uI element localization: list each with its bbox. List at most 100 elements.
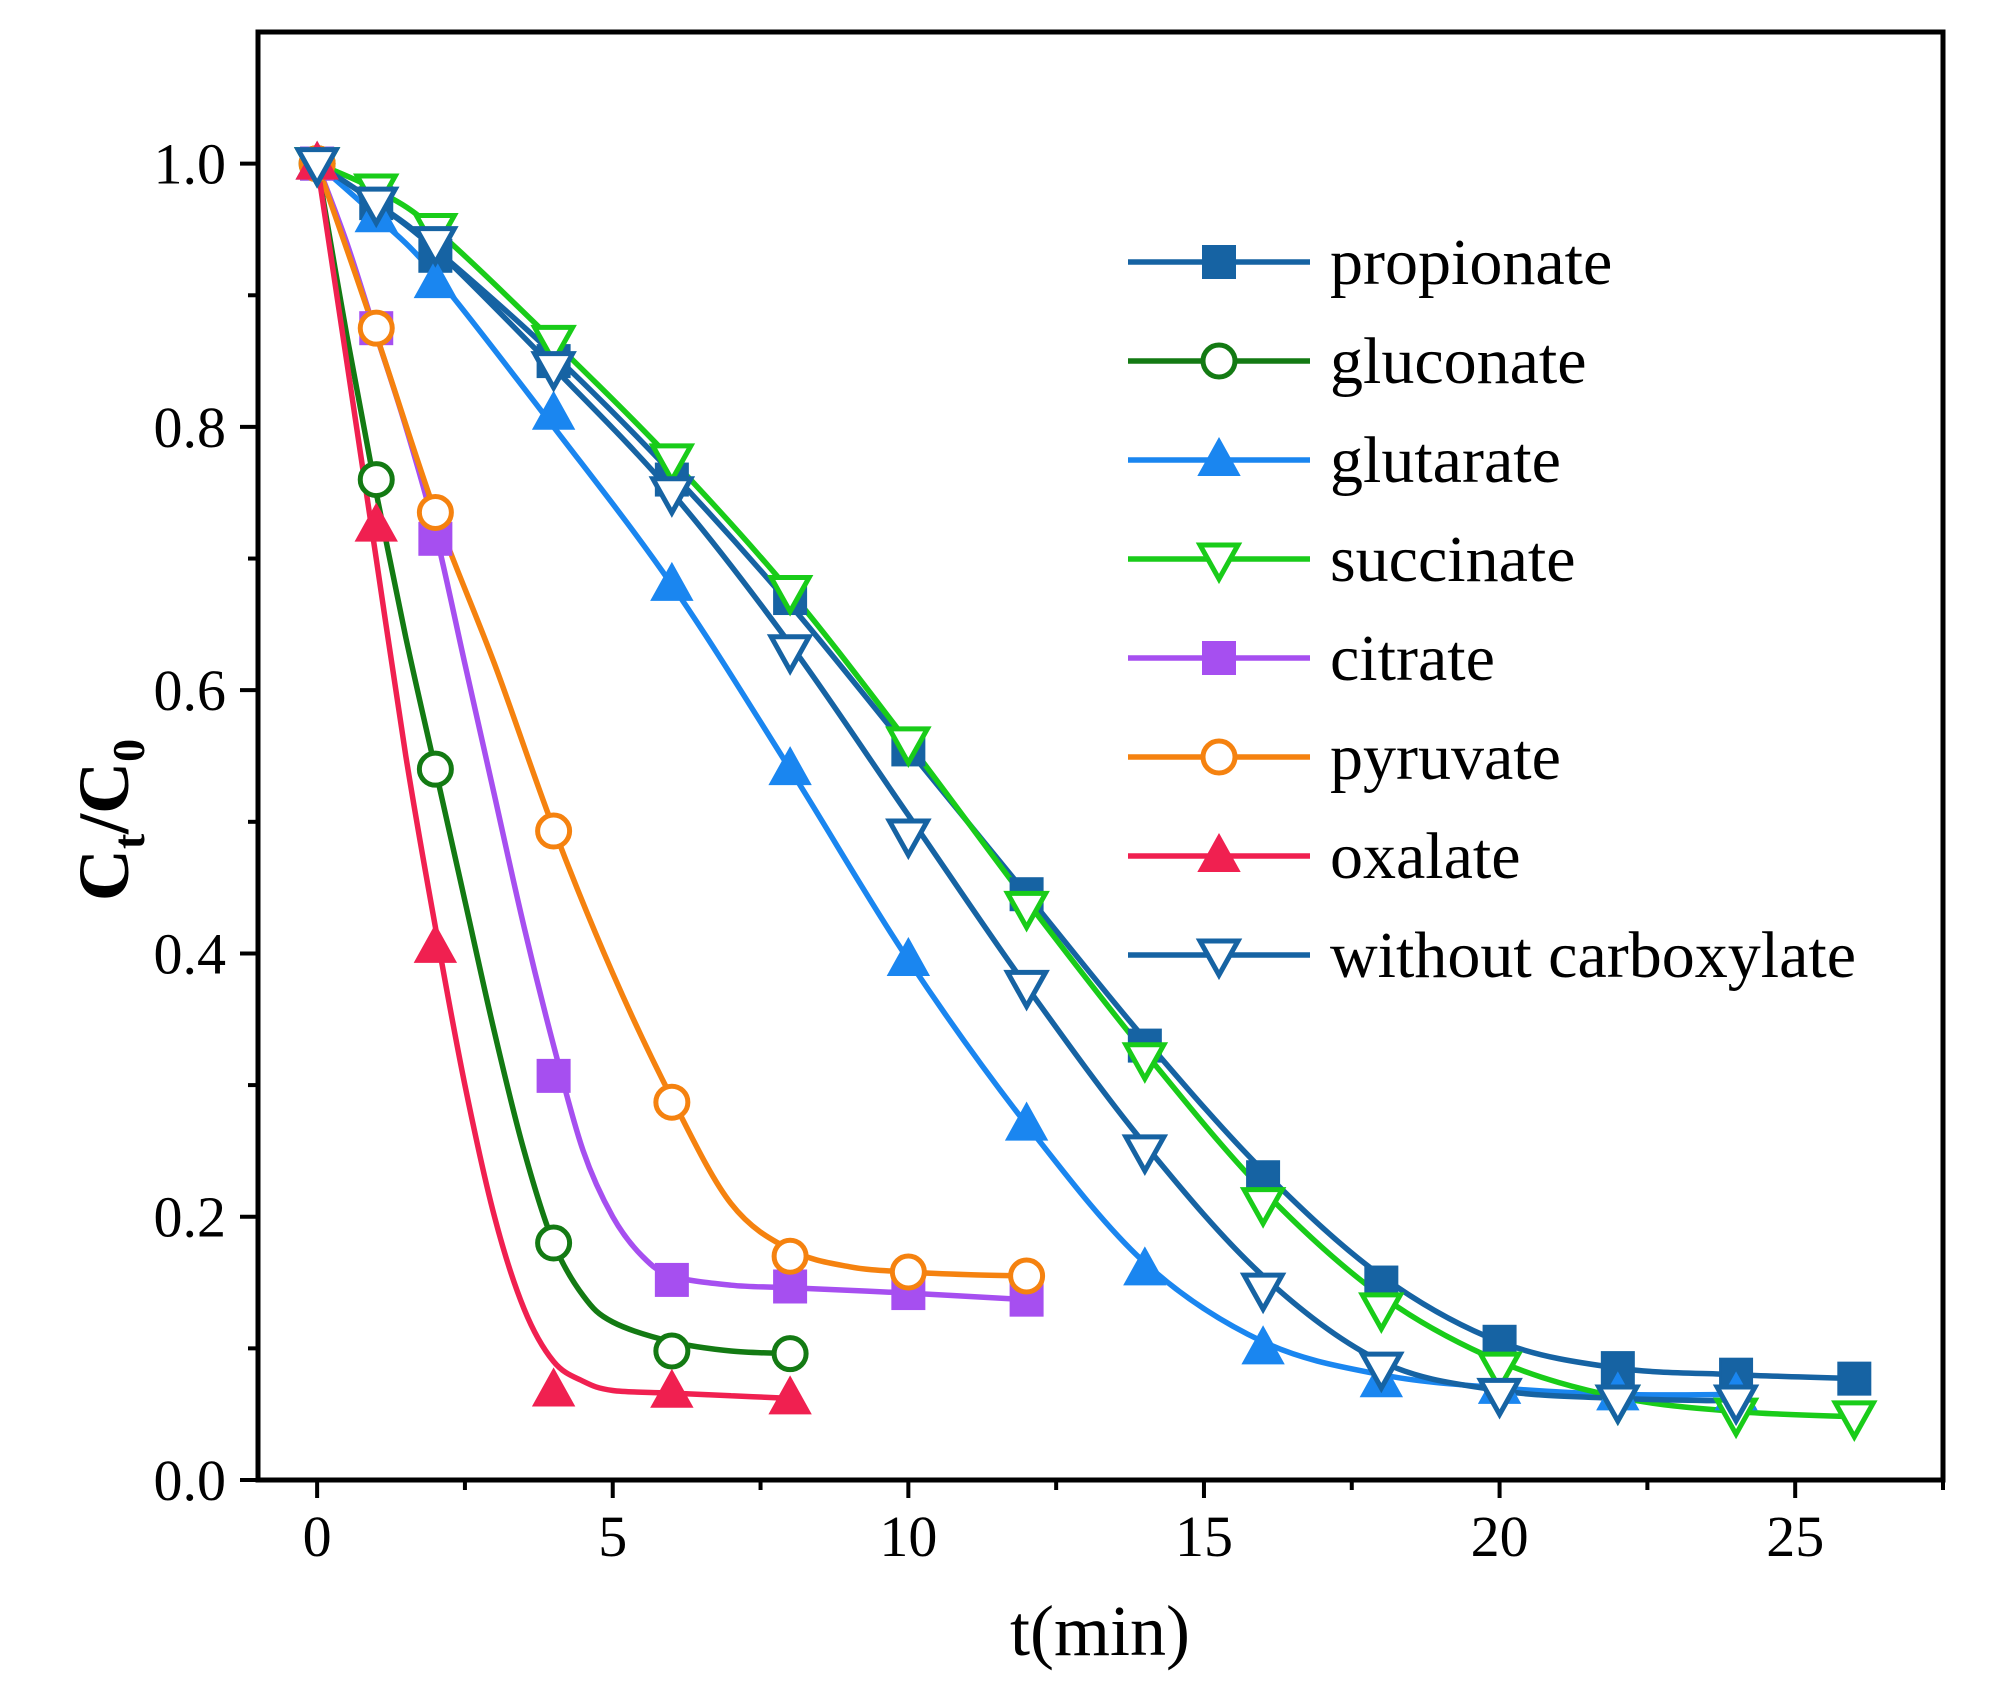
- legend-item-oxalate: oxalate: [1128, 820, 1521, 893]
- x-tick-label: 25: [1766, 1504, 1824, 1569]
- data-point-pyruvate: [357, 309, 395, 347]
- y-tick-label: 0.4: [154, 921, 227, 986]
- y-tick-label: 0.2: [154, 1185, 227, 1250]
- data-point-glutarate: [1241, 1325, 1285, 1365]
- data-point-pyruvate: [535, 812, 573, 850]
- data-point-without-carboxylate: [1358, 1351, 1405, 1394]
- data-point-glutarate: [413, 259, 458, 299]
- data-point-succinate: [1831, 1400, 1878, 1442]
- y-tick-label: 0.6: [154, 658, 227, 723]
- data-point-citrate: [654, 1262, 689, 1297]
- series-markers: [293, 140, 1878, 1442]
- data-point-without-carboxylate: [885, 818, 932, 861]
- data-point-glutarate: [1004, 1101, 1049, 1141]
- data-point-pyruvate: [416, 493, 454, 531]
- data-point-glutarate: [531, 390, 576, 430]
- data-point-succinate: [885, 726, 932, 768]
- legend-item-citrate: citrate: [1128, 622, 1495, 695]
- data-point-without-carboxylate: [1476, 1377, 1523, 1420]
- data-point-gluconate: [771, 1335, 809, 1373]
- legend-swatch-marker: [1197, 436, 1241, 476]
- data-point-without-carboxylate: [1121, 1134, 1169, 1177]
- legend-label: oxalate: [1330, 820, 1521, 893]
- legend-label: propionate: [1330, 226, 1612, 299]
- data-point-succinate: [1003, 890, 1050, 933]
- legend-item-gluconate: gluconate: [1128, 325, 1587, 398]
- y-tick-label: 0.0: [154, 1448, 227, 1513]
- legend-swatch-marker: [1202, 641, 1236, 675]
- legend-swatch-marker: [1202, 245, 1236, 279]
- data-point-pyruvate: [889, 1253, 927, 1291]
- svg-text:Ct/C0: Ct/C0: [64, 739, 154, 901]
- y-axis-title-sub1: t: [103, 833, 154, 849]
- x-axis-title: t(min): [1010, 1591, 1190, 1671]
- data-point-succinate: [648, 443, 696, 485]
- legend: propionate gluconate glutarate succinate cit…: [1128, 226, 1856, 992]
- series-line-gluconate: [314, 160, 793, 1357]
- legend-label: glutarate: [1330, 424, 1561, 497]
- plot-frame: [255, 29, 1946, 1483]
- data-point-without-carboxylate: [293, 147, 341, 189]
- x-axis-ticks: 0 5 10 15 20 25: [303, 1480, 1945, 1569]
- y-axis-ticks: 0.0 0.2 0.4 0.6 0.8 1.0: [154, 132, 258, 1513]
- data-point-oxalate: [413, 923, 458, 963]
- legend-swatch-marker: [1200, 738, 1238, 776]
- legend-swatch-marker: [1195, 542, 1243, 585]
- data-point-without-carboxylate: [1239, 1272, 1287, 1315]
- series-line-pyruvate: [314, 160, 1030, 1279]
- y-axis-title-slash: /C: [64, 762, 144, 835]
- data-point-citrate: [536, 1058, 571, 1093]
- data-point-glutarate: [650, 561, 694, 601]
- legend-item-glutarate: glutarate: [1128, 424, 1561, 497]
- legend-label: citrate: [1330, 622, 1495, 695]
- data-point-pyruvate: [653, 1083, 691, 1121]
- data-point-gluconate: [416, 750, 454, 788]
- data-point-gluconate: [357, 461, 395, 499]
- data-point-oxalate: [768, 1375, 812, 1415]
- data-point-without-carboxylate: [1712, 1384, 1760, 1427]
- legend-swatch-marker: [1200, 342, 1238, 380]
- legend-item-without-carboxylate: without carboxylate: [1128, 919, 1856, 992]
- data-point-succinate: [1476, 1351, 1523, 1394]
- data-point-without-carboxylate: [530, 351, 577, 393]
- data-point-without-carboxylate: [412, 226, 459, 268]
- data-point-without-carboxylate: [352, 186, 400, 229]
- data-point-without-carboxylate: [766, 634, 814, 676]
- data-point-succinate: [766, 574, 814, 617]
- data-point-without-carboxylate: [648, 476, 696, 518]
- series-line-without-carboxylate: [314, 160, 1739, 1404]
- legend-swatch-marker: [1197, 832, 1241, 872]
- data-point-succinate: [1239, 1187, 1287, 1229]
- x-tick-label: 0: [303, 1504, 332, 1569]
- legend-label: pyruvate: [1330, 721, 1561, 794]
- legend-label: without carboxylate: [1330, 919, 1856, 992]
- data-point-pyruvate: [771, 1237, 809, 1275]
- x-tick-label: 20: [1471, 1504, 1529, 1569]
- x-tick-label: 15: [1175, 1504, 1233, 1569]
- y-tick-label: 0.8: [154, 395, 227, 460]
- y-tick-label: 1.0: [154, 132, 227, 197]
- data-point-propionate: [1837, 1361, 1872, 1396]
- data-point-gluconate: [653, 1332, 691, 1370]
- data-point-succinate: [1358, 1292, 1405, 1334]
- data-point-glutarate: [886, 936, 931, 977]
- axes: [255, 29, 1946, 1483]
- legend-item-pyruvate: pyruvate: [1128, 721, 1561, 794]
- data-point-oxalate: [531, 1367, 576, 1407]
- data-point-pyruvate: [1008, 1257, 1046, 1295]
- legend-item-propionate: propionate: [1128, 226, 1612, 299]
- x-tick-label: 5: [598, 1504, 627, 1569]
- data-point-succinate: [530, 324, 577, 367]
- data-point-oxalate: [354, 502, 398, 542]
- data-point-without-carboxylate: [1003, 969, 1050, 1012]
- y-axis-title-main: C: [64, 849, 144, 901]
- data-point-oxalate: [650, 1368, 694, 1408]
- legend-item-succinate: succinate: [1128, 523, 1576, 596]
- data-point-succinate: [1121, 1042, 1169, 1084]
- y-axis-title-sub2: 0: [103, 739, 154, 762]
- y-axis-title: Ct/C0: [64, 739, 154, 901]
- legend-label: gluconate: [1330, 325, 1587, 398]
- data-point-glutarate: [768, 746, 812, 786]
- data-point-citrate: [773, 1269, 808, 1304]
